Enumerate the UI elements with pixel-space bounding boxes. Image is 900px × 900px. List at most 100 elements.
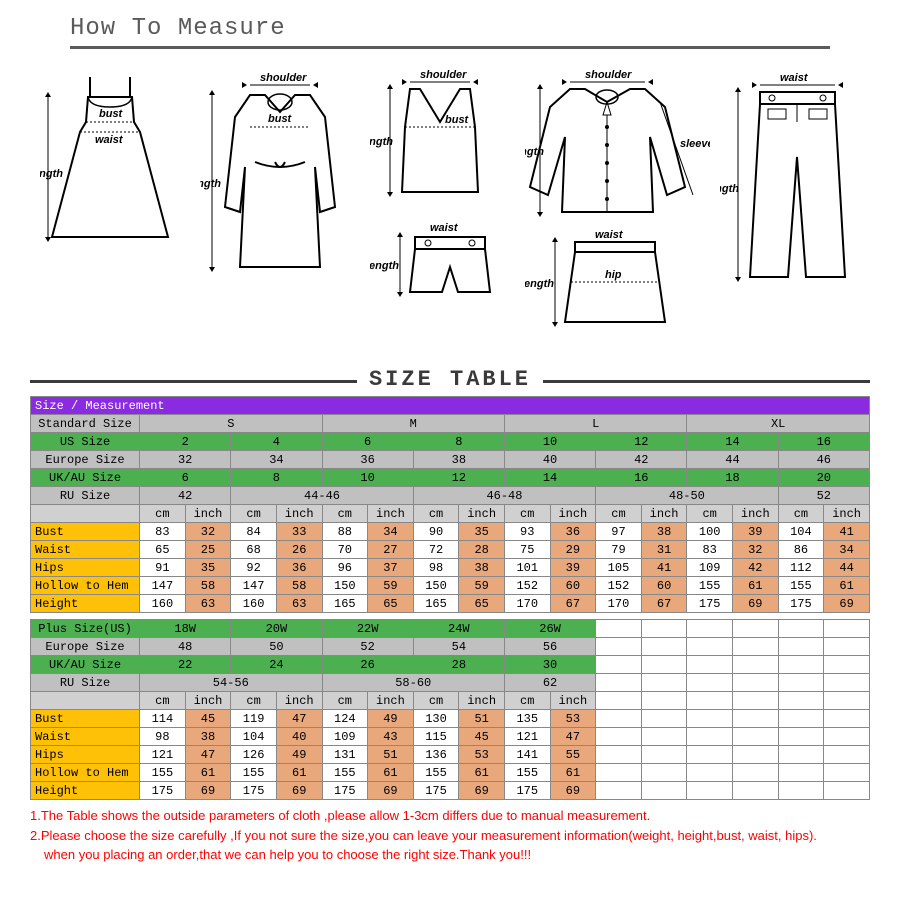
empty-cell	[596, 638, 642, 656]
row-label: Europe Size	[31, 451, 140, 469]
measure-cell: 59	[459, 577, 505, 595]
size-cell: 24	[231, 656, 322, 674]
size-cell: 10	[504, 433, 595, 451]
unit-cell: cm	[687, 505, 733, 523]
empty-cell	[641, 782, 687, 800]
measure-cell: 39	[733, 523, 779, 541]
measure-cell: 155	[140, 764, 186, 782]
size-cell: 2	[140, 433, 231, 451]
size-cell: 20	[778, 469, 869, 487]
measure-cell: 63	[185, 595, 231, 613]
svg-text:length: length	[720, 183, 739, 195]
empty-cell	[596, 620, 642, 638]
empty-cell	[778, 710, 824, 728]
size-cell: 12	[413, 469, 504, 487]
empty-cell	[687, 620, 733, 638]
size-cell: 50	[231, 638, 322, 656]
row-label: UK/AU Size	[31, 656, 140, 674]
measure-cell: 67	[641, 595, 687, 613]
empty-cell	[778, 728, 824, 746]
measure-cell: 49	[276, 746, 322, 764]
measure-cell: 26	[276, 541, 322, 559]
measure-cell: 175	[140, 782, 186, 800]
size-cell: 48	[140, 638, 231, 656]
row-label: Standard Size	[31, 415, 140, 433]
measure-cell: 68	[231, 541, 277, 559]
size-cell: 46-48	[413, 487, 595, 505]
empty-cell	[733, 764, 779, 782]
measure-cell: 33	[276, 523, 322, 541]
size-cell: 4	[231, 433, 322, 451]
empty-cell	[596, 728, 642, 746]
unit-cell: cm	[140, 505, 186, 523]
measure-cell: 51	[459, 710, 505, 728]
measure-cell: 65	[140, 541, 186, 559]
empty-cell	[778, 656, 824, 674]
measure-cell: 61	[824, 577, 870, 595]
measure-cell: 69	[733, 595, 779, 613]
measure-cell: 101	[504, 559, 550, 577]
size-cell: M	[322, 415, 504, 433]
measure-cell: 175	[778, 595, 824, 613]
size-cell: 14	[504, 469, 595, 487]
notes-line2: 2.Please choose the size carefully ,If y…	[30, 826, 870, 846]
measure-cell: 147	[140, 577, 186, 595]
unit-cell: cm	[322, 692, 368, 710]
measure-cell: 28	[459, 541, 505, 559]
measurement-diagrams: bust waist length shoulder bust length	[0, 57, 900, 367]
measure-cell: 38	[459, 559, 505, 577]
measure-cell: 69	[824, 595, 870, 613]
measure-cell: 29	[550, 541, 596, 559]
measure-cell: 38	[641, 523, 687, 541]
measure-label: Hollow to Hem	[31, 577, 140, 595]
measure-cell: 165	[322, 595, 368, 613]
size-cell: 42	[596, 451, 687, 469]
measure-cell: 37	[368, 559, 414, 577]
row-label: Plus Size(US)	[31, 620, 140, 638]
unit-cell: inch	[185, 692, 231, 710]
size-cell: 30	[504, 656, 595, 674]
empty-cell	[733, 782, 779, 800]
unit-cell: inch	[276, 692, 322, 710]
measure-cell: 104	[778, 523, 824, 541]
measure-label: Waist	[31, 541, 140, 559]
measure-cell: 155	[778, 577, 824, 595]
size-cell: XL	[687, 415, 870, 433]
svg-text:sleeve: sleeve	[680, 138, 710, 150]
measure-cell: 36	[276, 559, 322, 577]
empty-cell	[687, 728, 733, 746]
measure-cell: 175	[687, 595, 733, 613]
measure-cell: 61	[368, 764, 414, 782]
empty-cell	[778, 764, 824, 782]
measure-cell: 165	[413, 595, 459, 613]
title-line-left	[30, 380, 357, 383]
empty-cell	[824, 692, 870, 710]
measure-cell: 43	[368, 728, 414, 746]
empty-cell	[687, 638, 733, 656]
size-cell: 48-50	[596, 487, 778, 505]
measure-cell: 69	[459, 782, 505, 800]
unit-cell: inch	[550, 505, 596, 523]
unit-cell: cm	[778, 505, 824, 523]
svg-text:shoulder: shoulder	[260, 72, 307, 84]
measure-cell: 27	[368, 541, 414, 559]
size-cell: 20W	[231, 620, 322, 638]
measure-cell: 32	[733, 541, 779, 559]
row-label: RU Size	[31, 674, 140, 692]
measure-cell: 32	[185, 523, 231, 541]
measure-cell: 47	[550, 728, 596, 746]
row-label: US Size	[31, 433, 140, 451]
unit-cell: cm	[504, 505, 550, 523]
empty-cell	[596, 746, 642, 764]
empty-cell	[733, 692, 779, 710]
measure-cell: 61	[550, 764, 596, 782]
empty-cell	[687, 692, 733, 710]
size-cell: 18	[687, 469, 778, 487]
size-cell: 52	[778, 487, 869, 505]
unit-cell: inch	[368, 692, 414, 710]
size-cell: 42	[140, 487, 231, 505]
empty-cell	[641, 710, 687, 728]
measure-cell: 65	[459, 595, 505, 613]
blouse-skirt-icon: shoulder length sleeve waist hip length	[525, 67, 710, 327]
size-cell: 46	[778, 451, 869, 469]
